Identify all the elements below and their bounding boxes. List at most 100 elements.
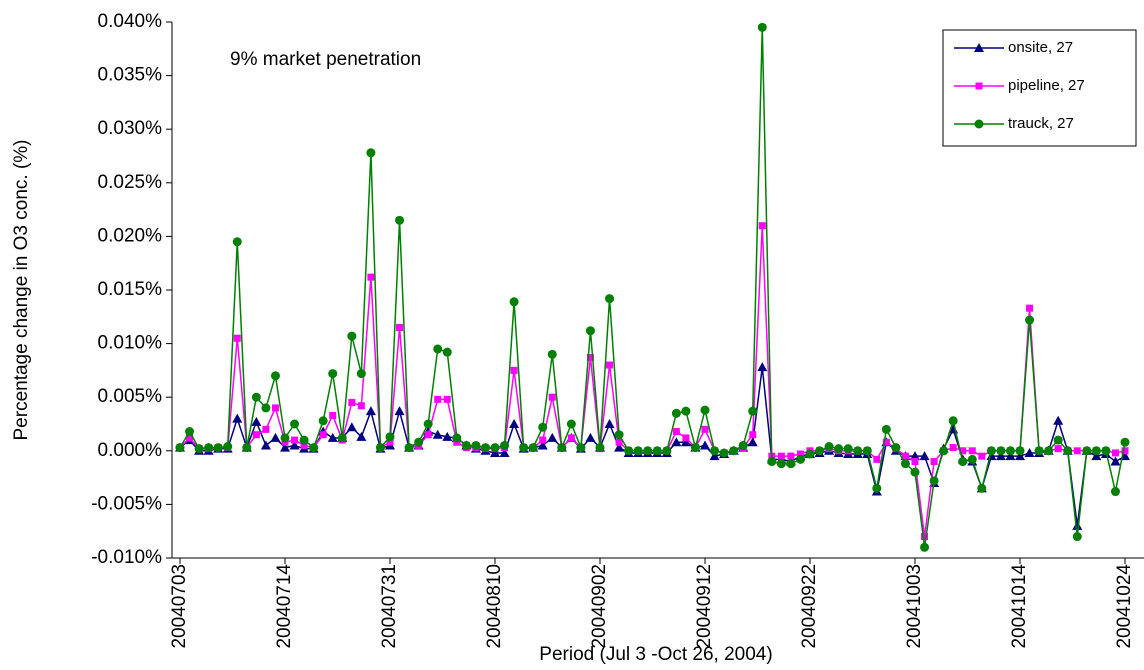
marker xyxy=(881,424,891,434)
marker xyxy=(1110,487,1120,497)
marker xyxy=(606,361,614,369)
y-axis-label: Percentage change in O3 conc. (%) xyxy=(11,139,32,440)
marker xyxy=(586,354,594,362)
marker xyxy=(500,440,510,450)
marker xyxy=(289,440,300,450)
marker xyxy=(748,406,758,416)
marker xyxy=(747,437,758,447)
marker xyxy=(1054,445,1062,453)
y-tick-label: 0.025% xyxy=(98,172,163,193)
marker xyxy=(959,447,967,455)
marker xyxy=(251,392,261,402)
marker xyxy=(1082,446,1092,456)
marker xyxy=(776,459,786,469)
marker xyxy=(461,440,471,450)
marker xyxy=(777,452,785,460)
marker xyxy=(1072,520,1083,530)
marker xyxy=(348,399,356,407)
marker xyxy=(490,443,500,453)
marker xyxy=(537,440,548,450)
marker xyxy=(701,425,709,433)
marker xyxy=(910,451,920,461)
marker xyxy=(186,434,194,442)
x-tick-label: 20040922 xyxy=(799,564,820,649)
marker xyxy=(939,446,949,456)
marker xyxy=(509,297,519,307)
marker xyxy=(1015,446,1025,456)
marker xyxy=(404,443,414,453)
y-tick-label: 0.020% xyxy=(98,225,163,246)
annotation: 9% market penetration xyxy=(230,49,421,70)
marker xyxy=(585,326,595,336)
marker xyxy=(911,458,919,466)
marker xyxy=(585,432,596,442)
marker xyxy=(280,433,290,443)
y-tick-label: 0.010% xyxy=(98,333,163,354)
y-tick-label: -0.005% xyxy=(91,493,162,514)
marker xyxy=(480,443,490,453)
marker xyxy=(796,450,804,458)
marker xyxy=(1015,451,1025,461)
marker xyxy=(605,294,615,304)
marker xyxy=(749,431,757,439)
marker xyxy=(442,347,452,357)
marker xyxy=(901,452,909,460)
marker xyxy=(232,413,243,423)
y-tick-label: 0.015% xyxy=(98,279,163,300)
marker xyxy=(873,455,881,463)
y-tick-label: -0.010% xyxy=(91,547,162,568)
marker xyxy=(1110,456,1121,466)
marker xyxy=(434,395,442,403)
marker xyxy=(949,444,957,452)
marker xyxy=(930,458,938,466)
marker xyxy=(291,436,299,444)
legend-label: trauck, 27 xyxy=(1008,115,1074,132)
marker xyxy=(566,419,576,429)
marker xyxy=(309,443,319,453)
marker xyxy=(882,438,890,446)
marker xyxy=(643,446,653,456)
marker xyxy=(394,406,405,416)
marker xyxy=(1121,447,1129,455)
y-tick-label: 0.035% xyxy=(98,65,163,86)
marker xyxy=(1101,446,1111,456)
marker xyxy=(824,442,834,452)
marker xyxy=(795,454,805,464)
marker xyxy=(1120,437,1130,447)
marker xyxy=(367,273,375,281)
y-tick-label: 0.040% xyxy=(98,11,163,32)
marker xyxy=(929,476,939,486)
marker xyxy=(1073,447,1081,455)
marker xyxy=(815,446,825,456)
marker xyxy=(433,344,443,354)
series-line xyxy=(179,27,1126,548)
x-tick-label: 20040703 xyxy=(169,564,190,649)
marker xyxy=(442,431,453,441)
x-tick-label: 20040912 xyxy=(694,564,715,649)
marker xyxy=(614,430,624,440)
marker xyxy=(757,362,768,372)
marker xyxy=(1024,447,1035,457)
legend-label: pipeline, 27 xyxy=(1008,77,1085,94)
marker xyxy=(872,483,882,493)
marker xyxy=(1034,446,1044,456)
x-axis-label: Period (Jul 3 -Oct 26, 2004) xyxy=(539,644,772,665)
marker xyxy=(978,452,986,460)
marker xyxy=(891,443,901,453)
marker xyxy=(356,369,366,379)
x-tick-label: 20040731 xyxy=(379,564,400,649)
marker xyxy=(539,436,547,444)
marker xyxy=(662,446,672,456)
marker xyxy=(423,419,433,429)
marker xyxy=(548,393,556,401)
marker xyxy=(347,331,357,341)
marker xyxy=(920,542,930,552)
marker xyxy=(900,459,910,469)
marker xyxy=(414,437,424,447)
legend-label: onsite, 27 xyxy=(1008,39,1073,56)
marker xyxy=(262,425,270,433)
marker xyxy=(974,119,984,129)
marker xyxy=(671,437,682,447)
marker xyxy=(251,416,262,426)
